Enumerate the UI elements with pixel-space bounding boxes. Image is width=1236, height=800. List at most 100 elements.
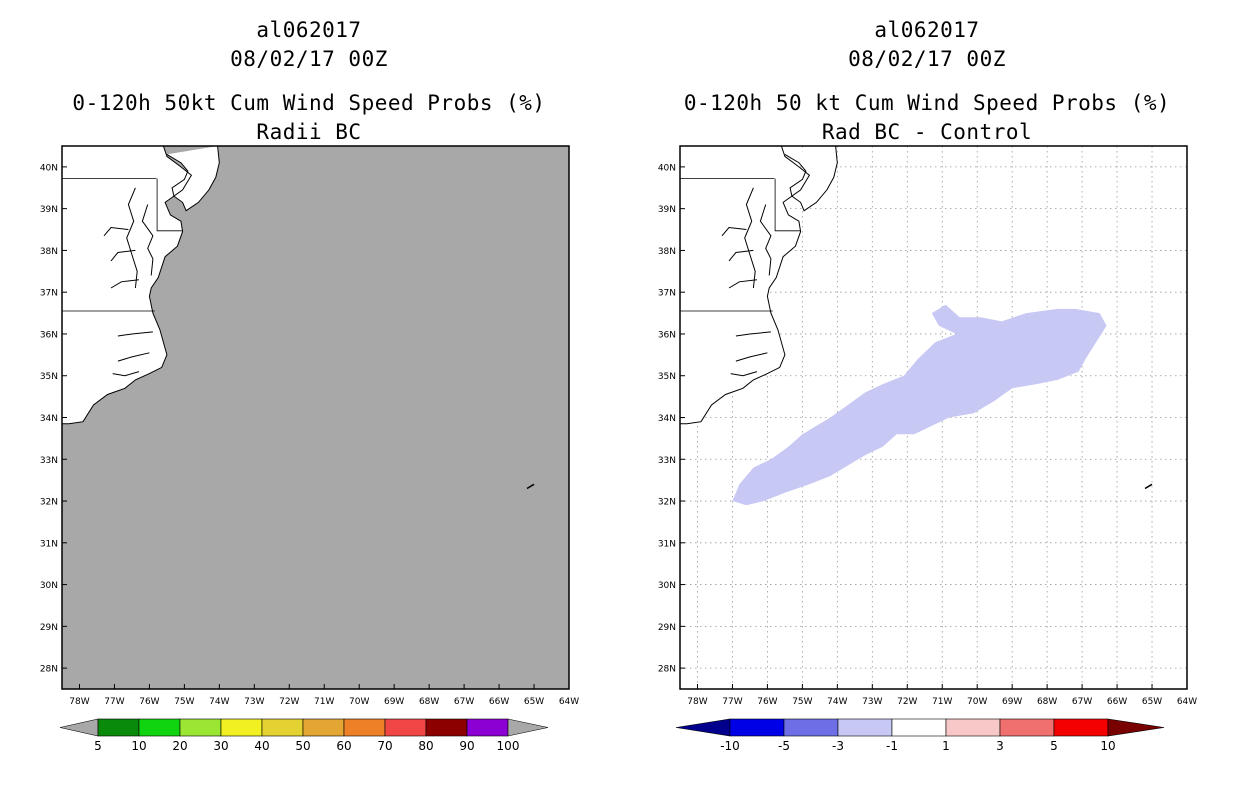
colorbar-label: 50	[295, 739, 310, 753]
lon-tick-label: 71W	[314, 697, 334, 707]
lat-tick-label: 35N	[658, 372, 676, 382]
lon-tick-label: 76W	[757, 697, 777, 707]
map: 40N 39N 38N 37N 36N 35N 34N 33N 32N 31N 30N 29N 28N 7…	[40, 145, 579, 753]
lat-tick-label: 39N	[40, 205, 58, 215]
lon-tick-label: 74W	[827, 697, 847, 707]
colorbar-label: 30	[213, 739, 228, 753]
lon-tick-label: 77W	[104, 697, 124, 707]
lon-tick-label: 73W	[244, 697, 264, 707]
lon-tick-label: 67W	[1072, 697, 1092, 707]
datetime: 08/02/17 00Z	[230, 47, 388, 71]
probability-difference-region	[732, 304, 1107, 506]
colorbar-label: 90	[459, 739, 474, 753]
coastline	[680, 145, 1153, 490]
lat-tick-label: 36N	[40, 330, 58, 340]
lat-tick-label: 30N	[40, 581, 58, 591]
lat-tick-label: 40N	[40, 163, 58, 173]
colorbar-label: 40	[254, 739, 269, 753]
colorbar-segment	[261, 718, 304, 737]
colorbar-end-left	[59, 718, 99, 737]
colorbar-segment	[466, 718, 509, 737]
lon-tick-label: 72W	[897, 697, 917, 707]
lon-tick-label: 74W	[209, 697, 229, 707]
colorbar-segment	[837, 718, 893, 737]
land-area	[62, 146, 192, 424]
lon-tick-label: 73W	[862, 697, 882, 707]
lat-tick-label: 31N	[40, 539, 58, 549]
lon-tick-label: 71W	[932, 697, 952, 707]
colorbar-label: 10	[1100, 739, 1115, 753]
lat-tick-label: 29N	[40, 623, 58, 633]
map: 40N 39N 38N 37N 36N 35N 34N 33N 32N 31N 30N 29N 28N 7…	[658, 145, 1197, 753]
lon-tick-label: 68W	[1037, 697, 1057, 707]
land-area	[680, 146, 810, 424]
land-area-nj	[784, 146, 838, 211]
colorbar-label: 60	[336, 739, 351, 753]
lat-tick-label: 39N	[658, 205, 676, 215]
colorbar-label: 80	[418, 739, 433, 753]
lon-tick-label: 70W	[967, 697, 987, 707]
colorbar-label: 5	[94, 739, 102, 753]
plot-subtitle: Radii BC	[256, 120, 362, 144]
lon-tick-label: 66W	[1107, 697, 1127, 707]
storm-id: al062017	[256, 18, 362, 42]
lat-tick-label: 32N	[658, 498, 676, 508]
lon-tick-label: 75W	[174, 697, 194, 707]
lon-tick-label: 78W	[687, 697, 707, 707]
lat-tick-label: 34N	[40, 414, 58, 424]
colorbar-label: 3	[996, 739, 1004, 753]
lon-tick-label: 77W	[722, 697, 742, 707]
land-area-nj	[166, 146, 220, 211]
lat-tick-label: 38N	[658, 247, 676, 257]
colorbar-segment	[179, 718, 222, 737]
colorbar-label: -10	[720, 739, 740, 753]
colorbar-segment	[220, 718, 263, 737]
lon-tick-label: 78W	[69, 697, 89, 707]
lat-tick-label: 35N	[40, 372, 58, 382]
colorbar-end-right	[1107, 718, 1165, 737]
lat-tick-label: 30N	[658, 581, 676, 591]
lon-tick-label: 67W	[454, 697, 474, 707]
datetime: 08/02/17 00Z	[848, 47, 1006, 71]
colorbar-label: -5	[778, 739, 790, 753]
colorbar-label: -3	[832, 739, 844, 753]
lon-tick-label: 68W	[419, 697, 439, 707]
lat-tick-label: 37N	[40, 289, 58, 299]
colorbar-label: 5	[1050, 739, 1058, 753]
storm-id: al062017	[874, 18, 980, 42]
colorbar-segment	[384, 718, 427, 737]
colorbar-segment	[783, 718, 839, 737]
coastline	[62, 145, 535, 490]
lon-tick-label: 64W	[1177, 697, 1197, 707]
lon-tick-label: 76W	[139, 697, 159, 707]
colorbar-label: -1	[886, 739, 898, 753]
state-boundaries	[680, 178, 801, 312]
lon-tick-label: 69W	[1002, 697, 1022, 707]
lon-tick-label: 64W	[559, 697, 579, 707]
colorbar-segment	[1053, 718, 1109, 737]
lon-tick-label: 75W	[792, 697, 812, 707]
lat-tick-label: 29N	[658, 623, 676, 633]
lat-tick-label: 28N	[658, 665, 676, 675]
lat-tick-label: 37N	[658, 289, 676, 299]
colorbar-end-right	[507, 718, 549, 737]
lon-tick-label: 66W	[489, 697, 509, 707]
lon-tick-label: 72W	[279, 697, 299, 707]
lat-tick-label: 33N	[658, 456, 676, 466]
state-boundaries	[62, 178, 183, 312]
colorbar-label: 1	[942, 739, 950, 753]
colorbar-label: 70	[377, 739, 392, 753]
lat-tick-label: 32N	[40, 498, 58, 508]
colorbar-segment	[425, 718, 468, 737]
lat-tick-label: 28N	[40, 665, 58, 675]
plot-title: 0-120h 50kt Cum Wind Speed Probs (%)	[72, 91, 546, 115]
colorbar-segment	[729, 718, 785, 737]
lon-tick-label: 70W	[349, 697, 369, 707]
colorbar-segment	[97, 718, 140, 737]
plot-title: 0-120h 50 kt Cum Wind Speed Probs (%)	[683, 91, 1171, 115]
colorbar-segment	[138, 718, 181, 737]
lat-tick-label: 34N	[658, 414, 676, 424]
lon-tick-label: 65W	[524, 697, 544, 707]
plot-subtitle: Rad BC - Control	[821, 120, 1033, 144]
colorbar-label: 20	[172, 739, 187, 753]
